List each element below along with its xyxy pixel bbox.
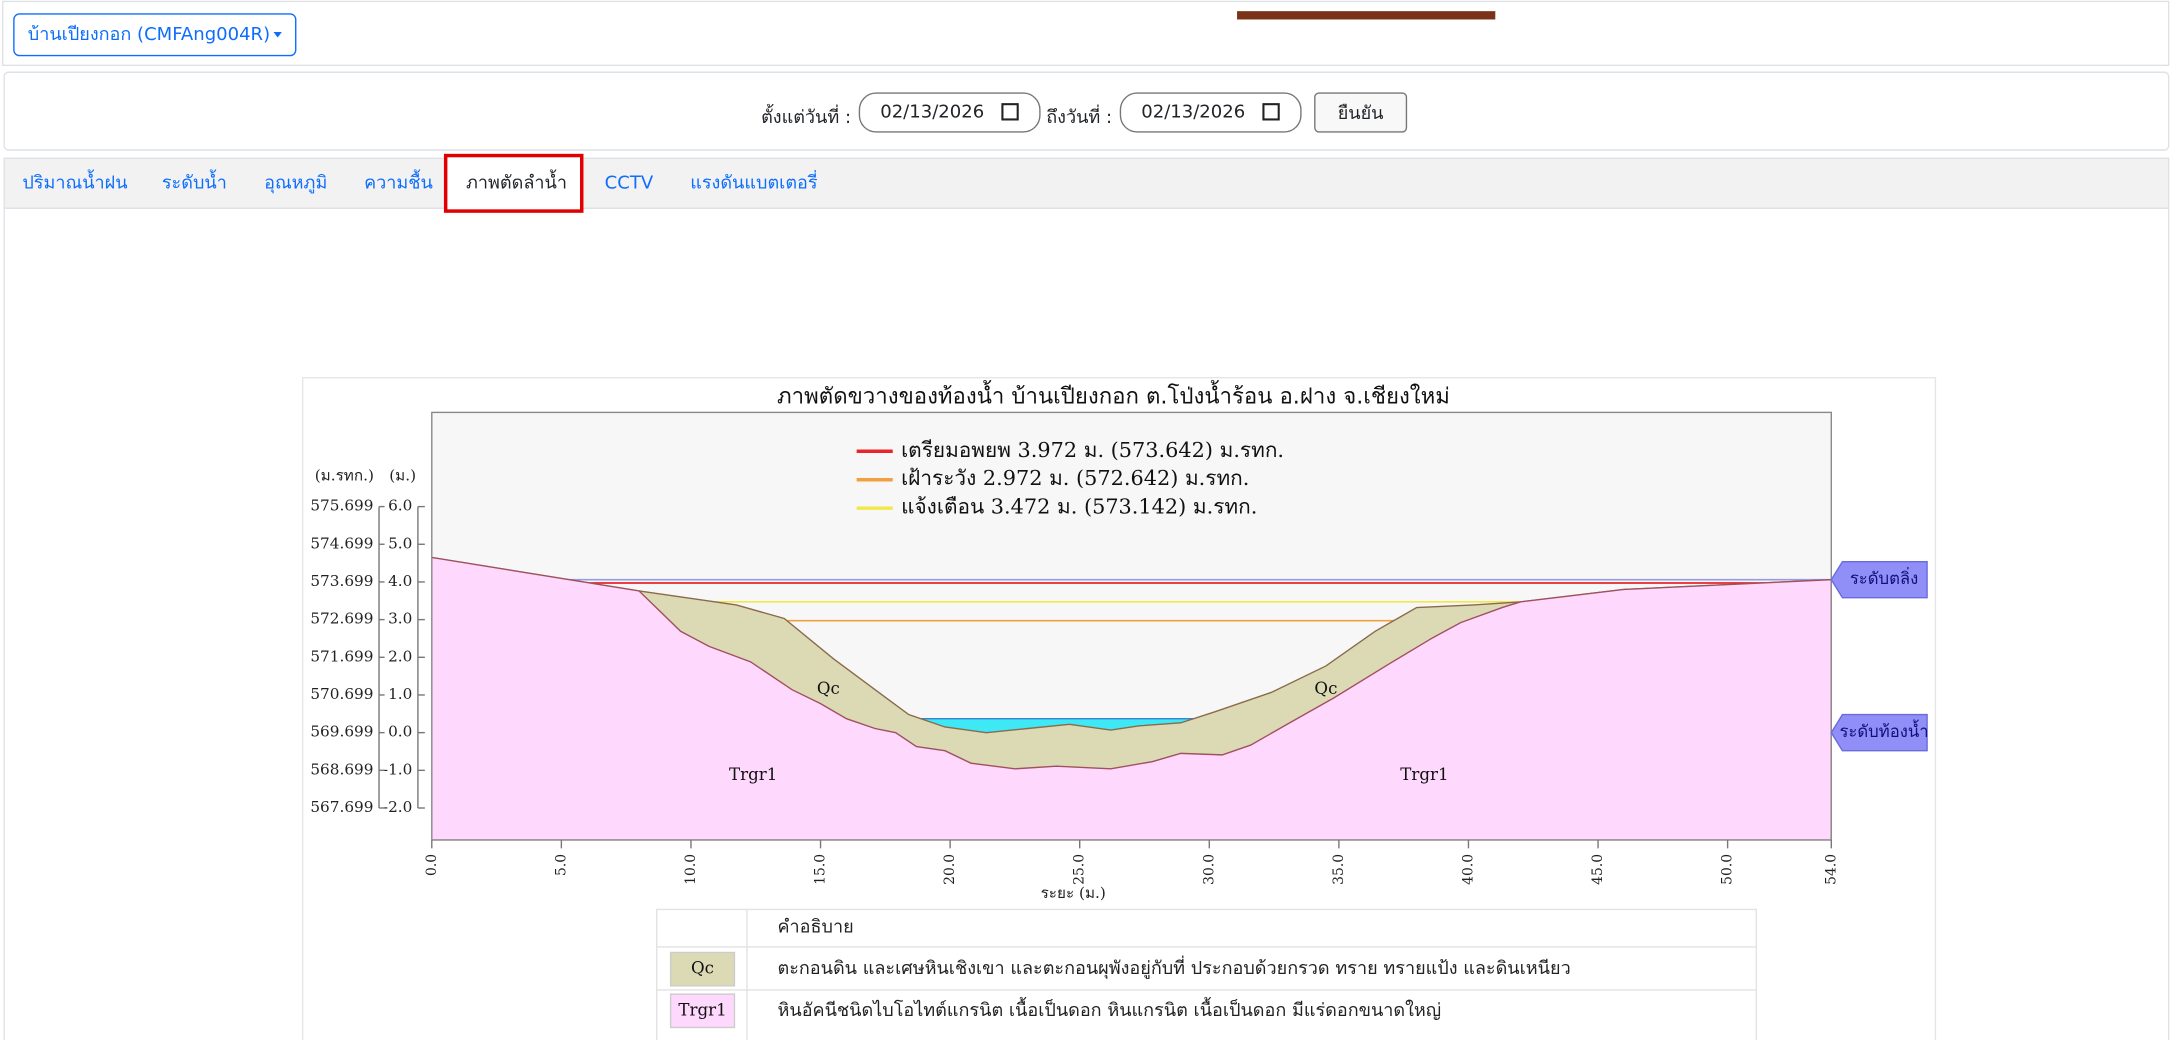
from-label: ตั้งแต่วันที่ : [761, 104, 851, 128]
y2-tick-label: 574.699 [310, 534, 373, 552]
submit-button[interactable] [1314, 92, 1408, 133]
tabs: ปริมาณน้ำฝน ระดับน้ำ อุณหภูมิ ความชื้น ภาพตั… [22, 153, 818, 213]
y-tick-label: 3.0 [388, 610, 412, 628]
to-date-input[interactable] [1119, 92, 1302, 133]
table-code: Trgr1 [678, 1000, 726, 1019]
legend-label: เตรียมอพยพ 3.972 ม. (573.642) ม.รทก. [901, 438, 1284, 462]
to-date[interactable]: 02/13/2026 [1141, 102, 1245, 123]
y2-tick-label: 569.699 [310, 723, 373, 741]
layer-label: Qc [817, 679, 840, 698]
station-dropdown[interactable] [13, 13, 297, 57]
x-tick-label: 5.0 [553, 854, 569, 876]
tab[interactable]: อุณหภูมิ [264, 172, 327, 193]
x-tick-label: 50.0 [1720, 854, 1736, 885]
x-tick-label: 25.0 [1072, 854, 1088, 885]
y2-tick-label: 567.699 [310, 798, 373, 816]
x-tick-label: 10.0 [683, 854, 699, 885]
table-description: ตะกอนดิน และเศษหินเชิงเขา และตะกอนผุพังอ… [778, 955, 1571, 979]
x-tick-label: 20.0 [942, 854, 958, 885]
tab[interactable]: ระดับน้ำ [162, 169, 227, 193]
from-date-input[interactable] [858, 92, 1041, 133]
filter-panel [3, 71, 2170, 151]
level-marker [1830, 713, 1928, 752]
table-header: คำอธิบาย [778, 916, 854, 937]
active-tab[interactable] [443, 153, 584, 213]
x-axis-title: ระยะ (ม.) [1041, 884, 1106, 902]
from-date[interactable]: 02/13/2026 [880, 102, 984, 123]
tab[interactable]: ความชื้น [364, 169, 433, 193]
x-tick-label: 0.0 [424, 854, 440, 876]
level-marker-label: ระดับท้องน้ำ [1839, 719, 1928, 741]
y-tick-label: 0.0 [388, 723, 412, 741]
y2-tick-label: 572.699 [310, 610, 373, 628]
y-axis-title: (ม.) [389, 466, 416, 484]
chart: ภาพตัดขวางของท้องน้ำ บ้านเปียงกอก ต.โป่ง… [310, 380, 1929, 1040]
tab-bar [3, 157, 2170, 209]
brand-bar [1237, 11, 1496, 20]
to-label: ถึงวันที่ : [1046, 104, 1112, 128]
dropdown-caret [273, 31, 282, 38]
y-tick-label: 1.0 [388, 685, 412, 703]
x-tick-label: 40.0 [1460, 854, 1476, 885]
plot-border [431, 411, 1832, 841]
y-tick-label: 6.0 [388, 497, 412, 515]
tab[interactable]: แรงดันแบตเตอรี่ [690, 169, 818, 193]
tab[interactable]: CCTV [605, 172, 654, 193]
x-tick-label: 54.0 [1823, 854, 1839, 885]
x-tick-label: 35.0 [1331, 854, 1347, 885]
table-swatch [669, 993, 736, 1029]
y-tick-label: -2.0 [383, 798, 412, 816]
legend-table [656, 908, 1758, 1040]
tab[interactable]: ปริมาณน้ำฝน [22, 169, 127, 193]
layer-label: Trgr1 [729, 765, 777, 784]
layer-label: Trgr1 [1400, 765, 1448, 784]
y-tick-label: 4.0 [388, 572, 412, 590]
table-swatch [669, 951, 736, 987]
y2-tick-label: 570.699 [310, 685, 373, 703]
calendar-icon[interactable] [1001, 103, 1019, 121]
header-panel [2, 0, 2170, 66]
y-tick-label: 5.0 [388, 534, 412, 552]
level-marker-label: ระดับตลิ่ง [1850, 567, 1918, 588]
legend-label: แจ้งเตือน 3.472 ม. (573.142) ม.รทก. [901, 495, 1257, 519]
plot: Qc Qc Trgr1 Trgr1 [431, 556, 1832, 841]
tab[interactable]: ภาพตัดลำน้ำ [466, 169, 567, 193]
level-marker [1830, 560, 1928, 599]
y2-tick-label: 575.699 [310, 497, 373, 515]
station-dropdown-label[interactable]: บ้านเปียงกอก (CMFAng004R) [28, 24, 270, 45]
submit-label[interactable]: ยืนยัน [1338, 103, 1384, 124]
table-description: หินอัคนีชนิดไบโอไทต์แกรนิต เนื้อเป็นดอก … [778, 997, 1442, 1021]
calendar-icon[interactable] [1262, 103, 1280, 121]
x-tick-label: 45.0 [1590, 854, 1606, 885]
table-code: Qc [691, 959, 714, 978]
y-tick-label: -1.0 [383, 760, 412, 778]
y2-tick-label: 573.699 [310, 572, 373, 590]
geologic-layer [431, 556, 1832, 841]
legend-label: เฝ้าระวัง 2.972 ม. (572.642) ม.รทก. [901, 466, 1249, 490]
y2-axis-title: (ม.รทก.) [315, 466, 374, 484]
y2-tick-label: 571.699 [310, 647, 373, 665]
x-tick-label: 15.0 [813, 854, 829, 885]
x-tick-label: 30.0 [1201, 854, 1217, 885]
chart-title: ภาพตัดขวางของท้องน้ำ บ้านเปียงกอก ต.โป่ง… [777, 380, 1450, 410]
layer-label: Qc [1314, 679, 1337, 698]
y2-tick-label: 568.699 [310, 760, 373, 778]
y-tick-label: 2.0 [388, 647, 412, 665]
